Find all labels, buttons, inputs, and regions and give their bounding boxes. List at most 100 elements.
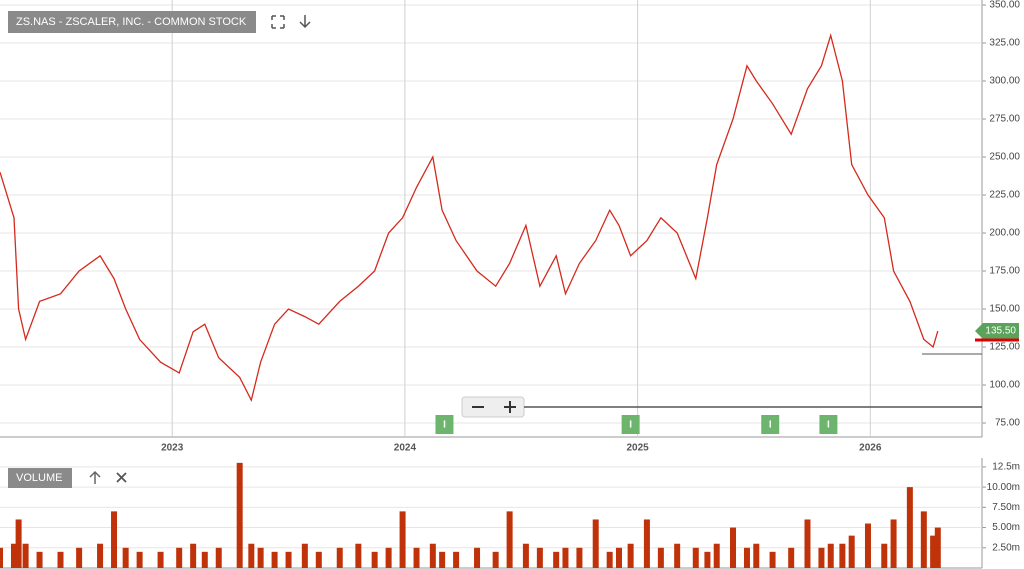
volume-bar [413, 547, 420, 568]
volume-bar [788, 547, 795, 568]
volume-bar [553, 551, 560, 568]
volume-bar [248, 543, 255, 568]
volume-bar [22, 543, 29, 568]
volume-bar [10, 543, 17, 568]
volume-bar [615, 547, 622, 568]
volume-bar [930, 535, 937, 568]
download-icon[interactable] [299, 15, 311, 29]
volume-bar [439, 551, 446, 568]
volume-bar [713, 543, 720, 568]
volume-bar [453, 551, 460, 568]
volume-bar [474, 547, 481, 568]
volume-bar [136, 551, 143, 568]
volume-bar [804, 519, 811, 568]
volume-bar [301, 543, 308, 568]
volume-bar [201, 551, 208, 568]
volume-bar [336, 547, 343, 568]
y-tick-label: 250.00 [989, 152, 1020, 163]
x-tick-label: 2026 [859, 443, 882, 454]
y-tick-label: 175.00 [989, 266, 1020, 277]
volume-bar [934, 527, 941, 568]
y-tick-label: 350.00 [989, 0, 1020, 11]
volume-bar [315, 551, 322, 568]
volume-bar [122, 547, 129, 568]
move-up-icon[interactable] [89, 470, 101, 484]
volume-bar [827, 543, 834, 568]
volume-bar [864, 523, 871, 568]
event-marker [819, 415, 838, 434]
y-tick-label: 10.00m [987, 482, 1020, 493]
volume-bar [111, 511, 118, 568]
volume-bar [627, 543, 634, 568]
volume-bar [562, 547, 569, 568]
volume-bar [753, 543, 760, 568]
event-label: I [443, 420, 446, 431]
chart-title: ZS.NAS - ZSCALER, INC. - COMMON STOCK [16, 16, 247, 28]
x-tick-label: 2025 [626, 443, 649, 454]
y-tick-label: 5.00m [992, 522, 1020, 533]
volume-bar [522, 543, 529, 568]
x-tick-label: 2023 [161, 443, 184, 454]
y-tick-label: 225.00 [989, 190, 1020, 201]
fullscreen-icon[interactable] [271, 15, 285, 29]
y-tick-label: 12.5m [992, 462, 1020, 473]
volume-bar [769, 551, 776, 568]
volume-label-box [8, 468, 72, 488]
y-tick-label: 150.00 [989, 304, 1020, 315]
volume-bar [920, 511, 927, 568]
volume-bar [157, 551, 164, 568]
volume-bar [592, 519, 599, 568]
last-price-label: 135.50 [985, 326, 1016, 337]
volume-bar [97, 543, 104, 568]
event-marker [761, 415, 780, 434]
volume-bar [536, 547, 543, 568]
volume-bar [848, 535, 855, 568]
y-tick-label: 75.00 [995, 418, 1020, 429]
volume-bar [492, 551, 499, 568]
volume-bar [76, 547, 83, 568]
event-marker [621, 415, 640, 434]
volume-bar [285, 551, 292, 568]
event-label: I [629, 420, 632, 431]
volume-bar [704, 551, 711, 568]
close-icon[interactable] [116, 472, 127, 483]
volume-bar [818, 547, 825, 568]
price-line [0, 32, 939, 403]
volume-bar [606, 551, 613, 568]
y-tick-label: 300.00 [989, 76, 1020, 87]
volume-title: VOLUME [16, 472, 62, 484]
volume-bar [36, 551, 43, 568]
y-tick-label: 325.00 [989, 38, 1020, 49]
volume-bar [15, 519, 22, 568]
volume-bar [190, 543, 197, 568]
zoom-control[interactable] [461, 396, 982, 418]
title-box [8, 11, 256, 33]
y-tick-label: 100.00 [989, 380, 1020, 391]
event-label: I [827, 420, 830, 431]
volume-bar [371, 551, 378, 568]
volume-bar [674, 543, 681, 568]
volume-bar [215, 547, 222, 568]
volume-bar [385, 547, 392, 568]
volume-bar [730, 527, 737, 568]
volume-bar [506, 511, 513, 568]
volume-bar [657, 547, 664, 568]
volume-bar [355, 543, 362, 568]
last-price-tag [975, 323, 1019, 340]
event-marker [435, 415, 454, 434]
volume-bar [643, 519, 650, 568]
volume-bar [271, 551, 278, 568]
volume-bar [399, 511, 406, 568]
volume-bar [881, 543, 888, 568]
y-tick-label: 200.00 [989, 228, 1020, 239]
volume-bar [176, 547, 183, 568]
volume-bar [743, 547, 750, 568]
volume-bar [692, 547, 699, 568]
volume-bar [429, 543, 436, 568]
y-tick-label: 125.00 [989, 342, 1020, 353]
volume-bar [906, 487, 913, 568]
volume-bar [576, 547, 583, 568]
volume-bar [257, 547, 264, 568]
